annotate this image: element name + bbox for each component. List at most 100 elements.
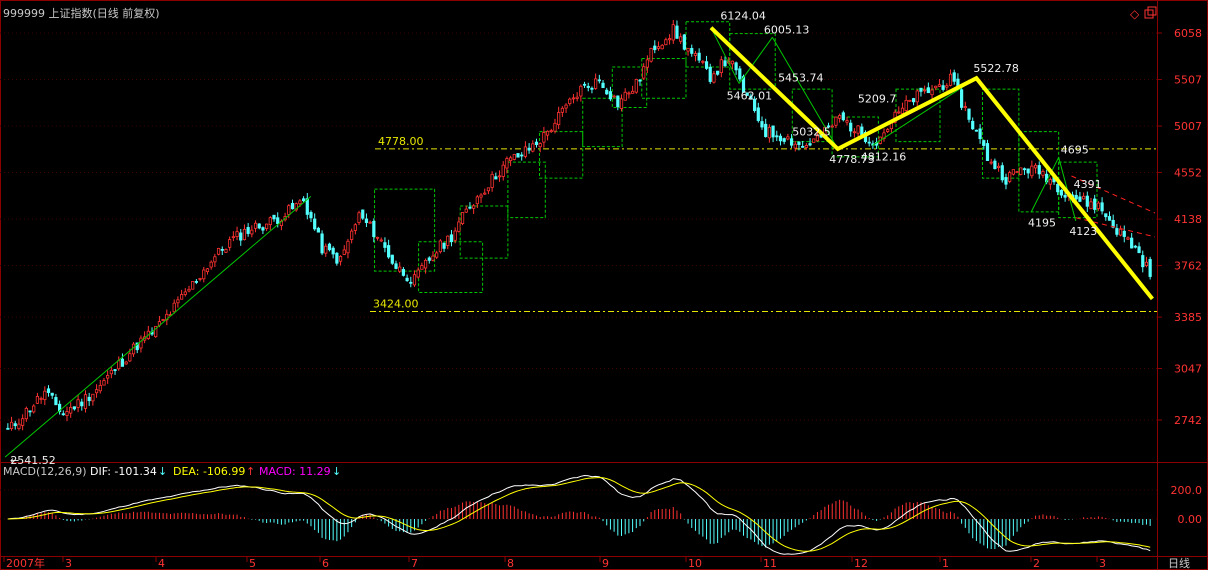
candle-body — [900, 107, 905, 114]
candle-body — [693, 53, 698, 56]
candle-body — [545, 130, 550, 136]
candle-body — [120, 358, 125, 367]
green-trend-line — [738, 36, 773, 84]
candle-body — [852, 131, 857, 134]
macd-dea-arrow: ↑ — [246, 465, 255, 478]
candle-body — [28, 410, 32, 413]
candle-body — [39, 397, 43, 400]
candle-body — [309, 211, 313, 219]
candle-body — [257, 223, 261, 229]
peak-trough-label: 4123 — [1069, 225, 1097, 238]
candle-body — [187, 288, 191, 292]
candle-body — [361, 209, 365, 219]
peak-trough-label: 5462.01 — [727, 90, 773, 103]
candle-body — [427, 257, 431, 261]
period-label[interactable]: 日线 — [1168, 556, 1190, 570]
peak-trough-label: 5453.74 — [778, 71, 824, 84]
macd-dif-arrow: ↓ — [158, 465, 167, 478]
candle-body — [937, 84, 942, 87]
candle-body — [649, 47, 653, 62]
candle-body — [106, 375, 110, 379]
candle-body — [985, 143, 990, 161]
candle-body — [904, 99, 908, 111]
candle-body — [656, 46, 661, 49]
candle-body — [435, 252, 439, 258]
candle-body — [231, 236, 235, 239]
candle-body — [623, 91, 627, 101]
candle-body — [667, 38, 672, 41]
candle-body — [1030, 165, 1034, 177]
candle-body — [568, 98, 572, 105]
price-tick-label: 3762 — [1174, 260, 1202, 273]
macd-dif-label: DIF: -101.34 — [90, 465, 157, 478]
candle-body — [464, 208, 468, 213]
candle-body — [989, 161, 993, 164]
candle-body — [409, 281, 413, 284]
candle-body — [771, 125, 775, 138]
candle-body — [305, 198, 309, 215]
candle-body — [1026, 168, 1030, 174]
candle-body — [338, 256, 343, 262]
candle-body — [716, 70, 720, 75]
price-grid — [0, 32, 1157, 421]
candle-body — [1122, 230, 1126, 237]
candle-body — [948, 73, 953, 86]
candle-body — [886, 129, 890, 132]
candle-body — [560, 107, 564, 113]
green-trend-line — [4, 196, 312, 458]
candle-body — [1141, 255, 1145, 268]
candle-body — [778, 135, 783, 142]
consolidation-box — [1058, 161, 1098, 219]
candle-body — [982, 140, 986, 146]
candle-body — [1004, 177, 1008, 185]
candle-body — [453, 230, 457, 241]
date-tick-label: 12 — [854, 557, 868, 570]
diamond-icon[interactable]: ◇ — [1130, 7, 1140, 21]
candle-body — [353, 224, 357, 231]
peak-trough-label: 6005.13 — [764, 23, 810, 36]
candle-body — [579, 85, 583, 97]
candle-body — [198, 277, 202, 280]
candle-body — [538, 143, 542, 148]
candle-body — [324, 245, 328, 254]
price-tick-label: 5507 — [1174, 74, 1202, 87]
price-tick-label: 5007 — [1174, 120, 1202, 133]
date-tick-label: 4 — [158, 557, 165, 570]
window-restore-icon[interactable] — [1144, 6, 1157, 19]
candle-body — [290, 202, 295, 210]
candle-body — [235, 231, 239, 238]
candle-body — [804, 145, 808, 148]
candle-body — [383, 242, 387, 248]
candle-body — [58, 403, 62, 412]
consolidation-box — [729, 33, 776, 90]
macd-value-arrow: ↓ — [332, 465, 341, 478]
candle-body — [786, 136, 790, 140]
candle-body — [32, 405, 36, 413]
candle-body — [934, 85, 938, 89]
candle-body — [331, 247, 335, 255]
candle-body — [416, 269, 420, 278]
candle-body — [468, 206, 472, 209]
date-axis: 2007年 3 4 5 6 7 8 9 10 11 12 1 2 3 — [3, 556, 1106, 570]
candle-body — [1118, 228, 1123, 236]
candle-body — [571, 97, 576, 100]
support-line-label: 4778.00 — [378, 135, 424, 148]
candle-body — [35, 396, 40, 404]
candle-body — [752, 99, 757, 111]
candle-body — [867, 141, 871, 144]
candle-body — [1130, 237, 1134, 249]
candle-body — [205, 268, 210, 273]
candle-body — [102, 380, 106, 386]
candle-body — [549, 130, 553, 132]
candle-body — [228, 239, 232, 248]
date-tick-label: 3 — [1099, 557, 1106, 570]
candle-body — [908, 99, 912, 102]
price-tick-label: 3047 — [1174, 363, 1202, 376]
candle-body — [1144, 261, 1149, 267]
candle-body — [952, 72, 956, 82]
candle-body — [826, 125, 831, 128]
date-tick-label: 9 — [602, 557, 609, 570]
consolidation-box — [507, 161, 546, 219]
